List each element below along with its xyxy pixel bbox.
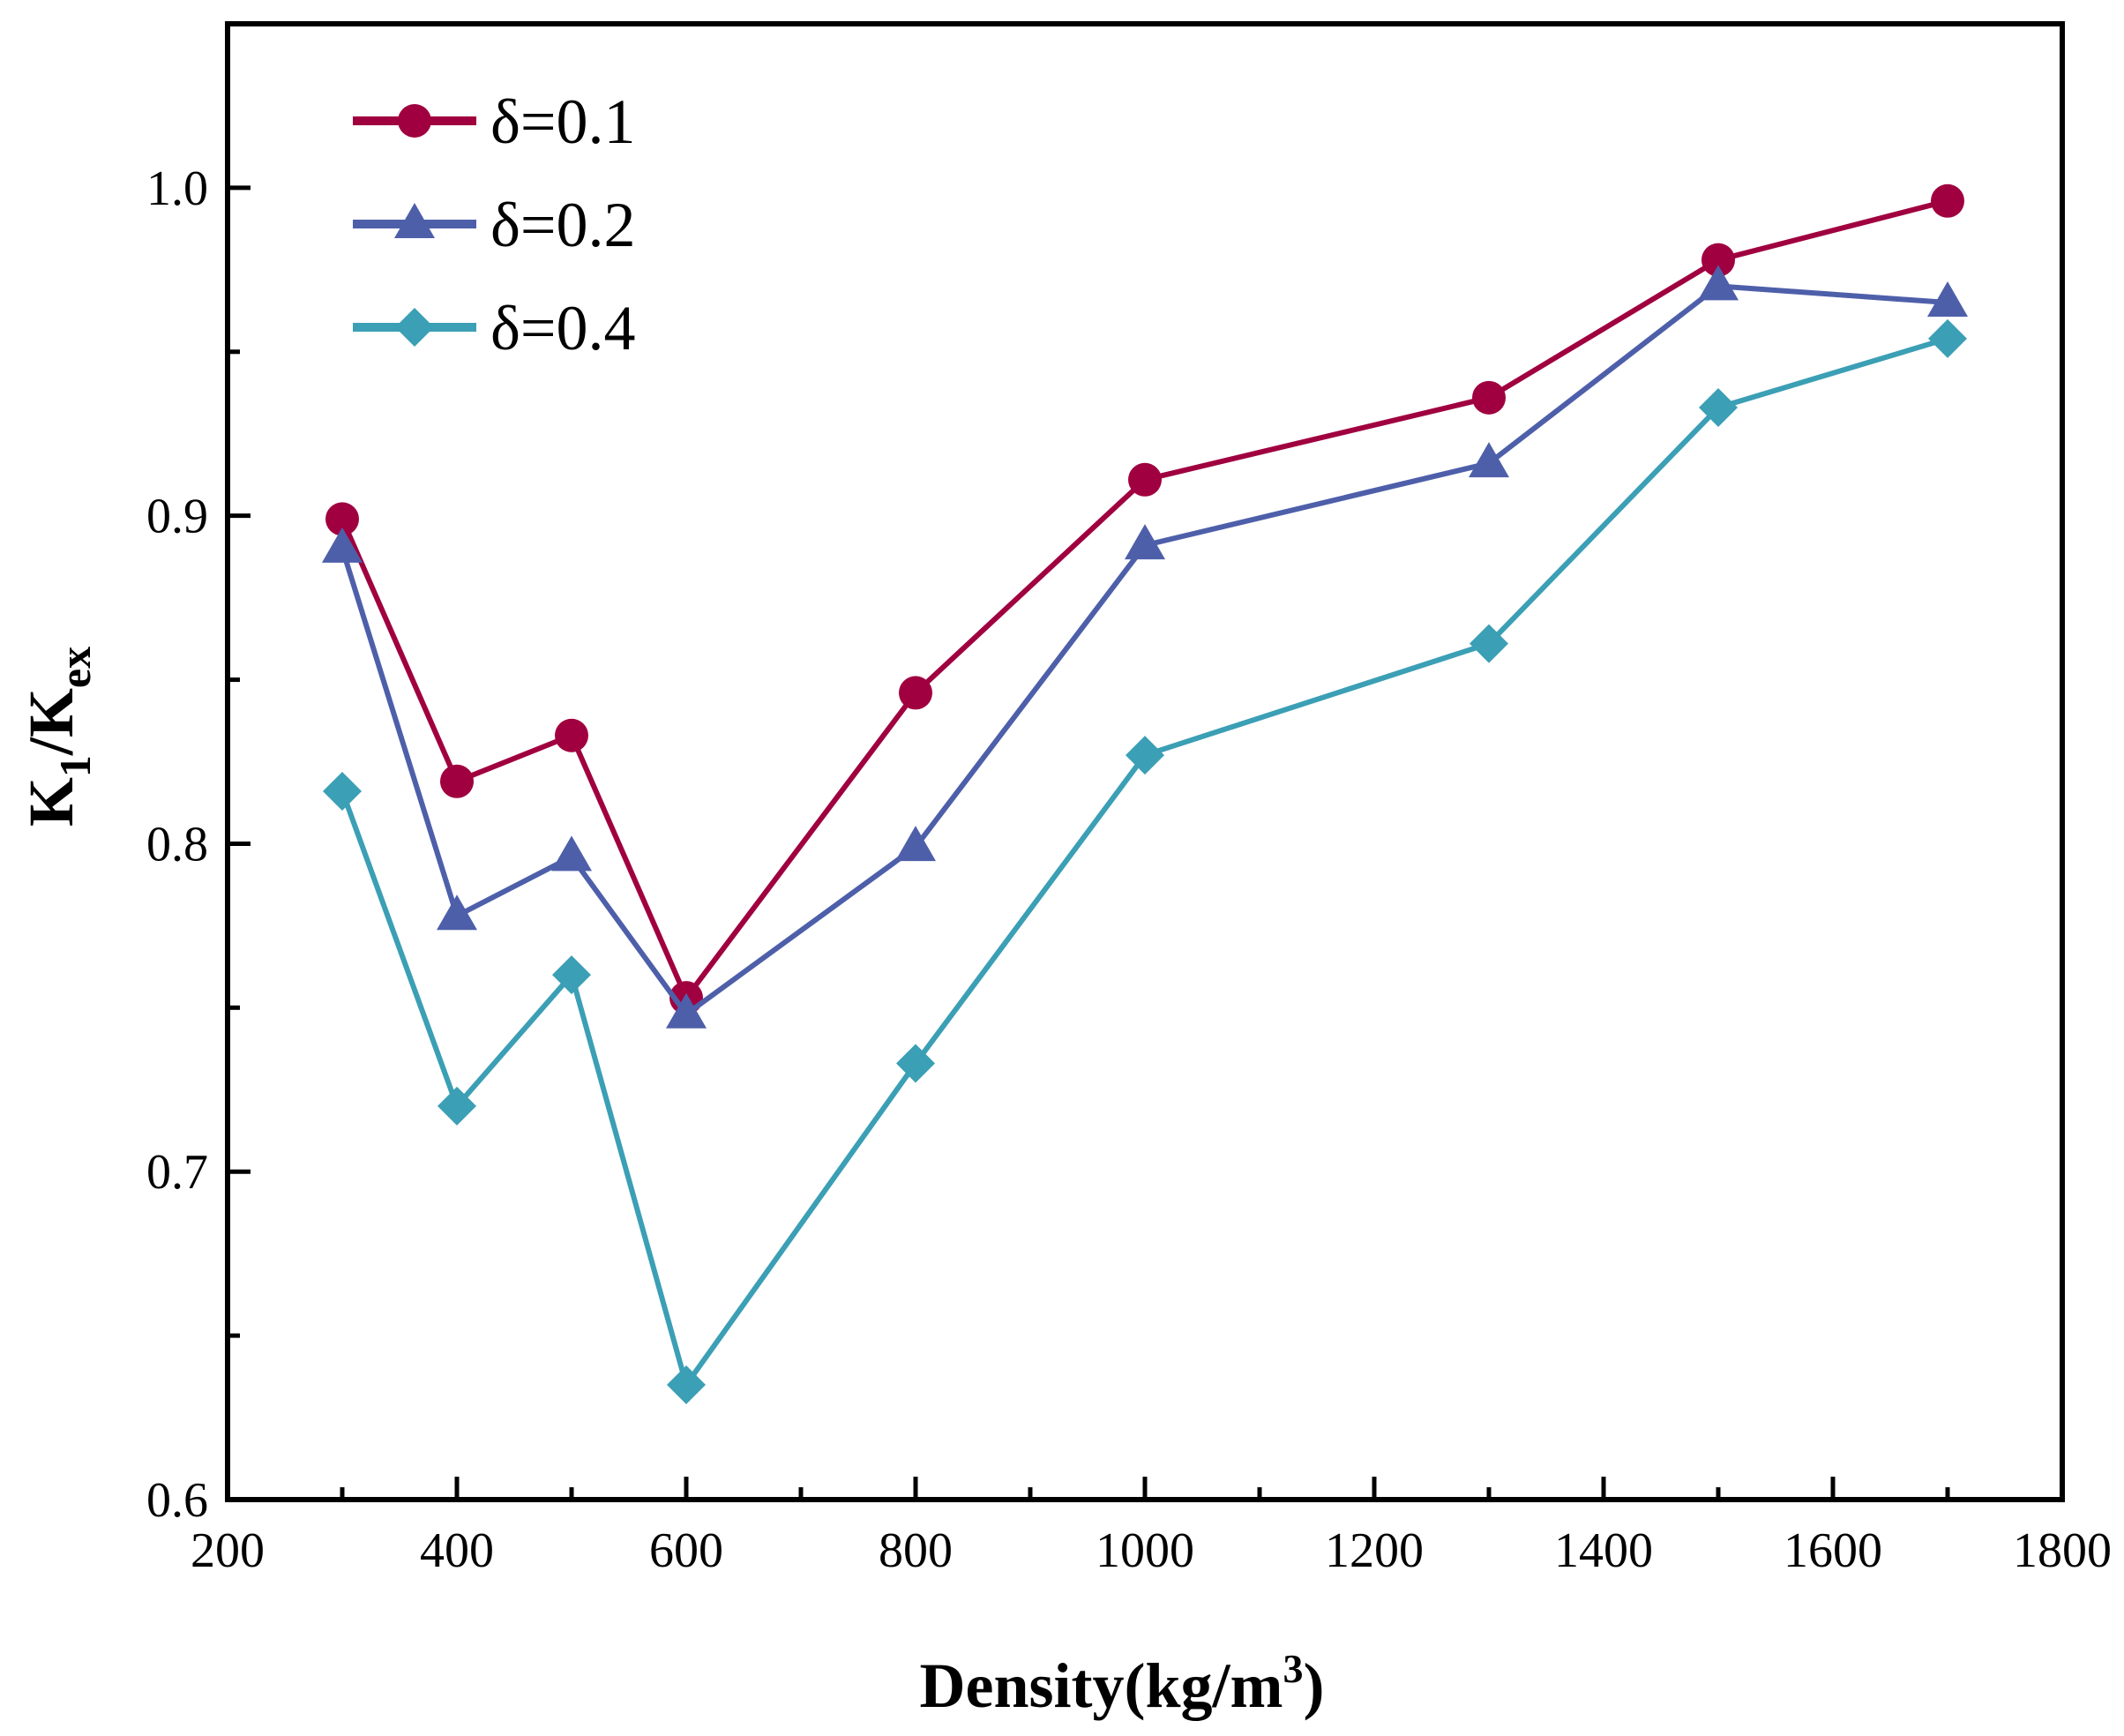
ticks-layer: 200 400 600 800 1000 1200 1400 1600 1800 0.6 0.7 0.…: [146, 21, 2112, 1578]
series-0-point-1: [440, 764, 474, 798]
series-2-point-3: [667, 1365, 706, 1404]
x-tick-label-1: 400: [420, 1523, 494, 1578]
series-1-point-4: [895, 826, 936, 862]
series-1-line: [340, 283, 1948, 1017]
series-1-point-1: [437, 894, 477, 931]
series-2-point-1: [438, 1086, 476, 1126]
series-1-point-5: [1125, 524, 1165, 560]
series-2-point-2: [552, 955, 591, 995]
series-1-point-7: [1698, 265, 1739, 301]
series-1-point-8: [1927, 281, 1968, 318]
legend-marker-1: [394, 203, 435, 238]
series-2-point-6: [1470, 624, 1508, 663]
y-tick-label-1: 0.7: [146, 1145, 208, 1200]
x-tick-label-8: 1800: [2013, 1523, 2112, 1578]
x-tick-label-3: 800: [879, 1523, 953, 1578]
legend-label-2: δ=0.4: [490, 293, 636, 363]
legend: δ=0.1 δ=0.2 δ=0.4: [353, 86, 636, 363]
series-1-point-3: [666, 992, 707, 1029]
series-0-point-2: [555, 718, 588, 752]
legend-label-0: δ=0.1: [490, 86, 636, 157]
series-1-point-2: [551, 835, 592, 872]
legend-marker-0: [398, 104, 431, 138]
series-0-point-7: [1701, 243, 1735, 277]
x-tick-label-7: 1600: [1784, 1523, 1882, 1578]
series-2-point-0: [323, 771, 362, 811]
series-layer: [322, 183, 1968, 1404]
series-0-point-6: [1472, 380, 1506, 415]
y-tick-label-3: 0.9: [146, 490, 208, 544]
y-tick-label-0: 0.6: [146, 1473, 208, 1528]
legend-marker-2: [395, 308, 434, 347]
y-tick-label-4: 1.0: [146, 161, 208, 216]
series-0-point-8: [1931, 183, 1964, 218]
x-tick-label-5: 1200: [1325, 1523, 1424, 1578]
x-tick-label-4: 1000: [1096, 1523, 1194, 1578]
x-tick-label-0: 200: [191, 1523, 265, 1578]
x-tick-label-2: 600: [649, 1523, 723, 1578]
series-2-point-8: [1928, 318, 1967, 358]
series-2-point-7: [1699, 387, 1738, 427]
series-2-point-5: [1126, 736, 1164, 775]
series-1-point-6: [1469, 442, 1509, 478]
x-tick-label-6: 1400: [1554, 1523, 1653, 1578]
series-0-point-0: [325, 502, 359, 536]
x-axis-title: Density(kg/m3): [920, 1646, 1325, 1721]
series-0-point-5: [1128, 462, 1162, 497]
y-axis-title: K1/Kex: [16, 647, 100, 827]
y-tick-label-2: 0.8: [146, 817, 208, 872]
series-2-point-4: [896, 1044, 935, 1083]
series-1-point-0: [322, 527, 363, 563]
legend-label-1: δ=0.2: [490, 190, 636, 260]
series-0-point-4: [899, 676, 932, 710]
